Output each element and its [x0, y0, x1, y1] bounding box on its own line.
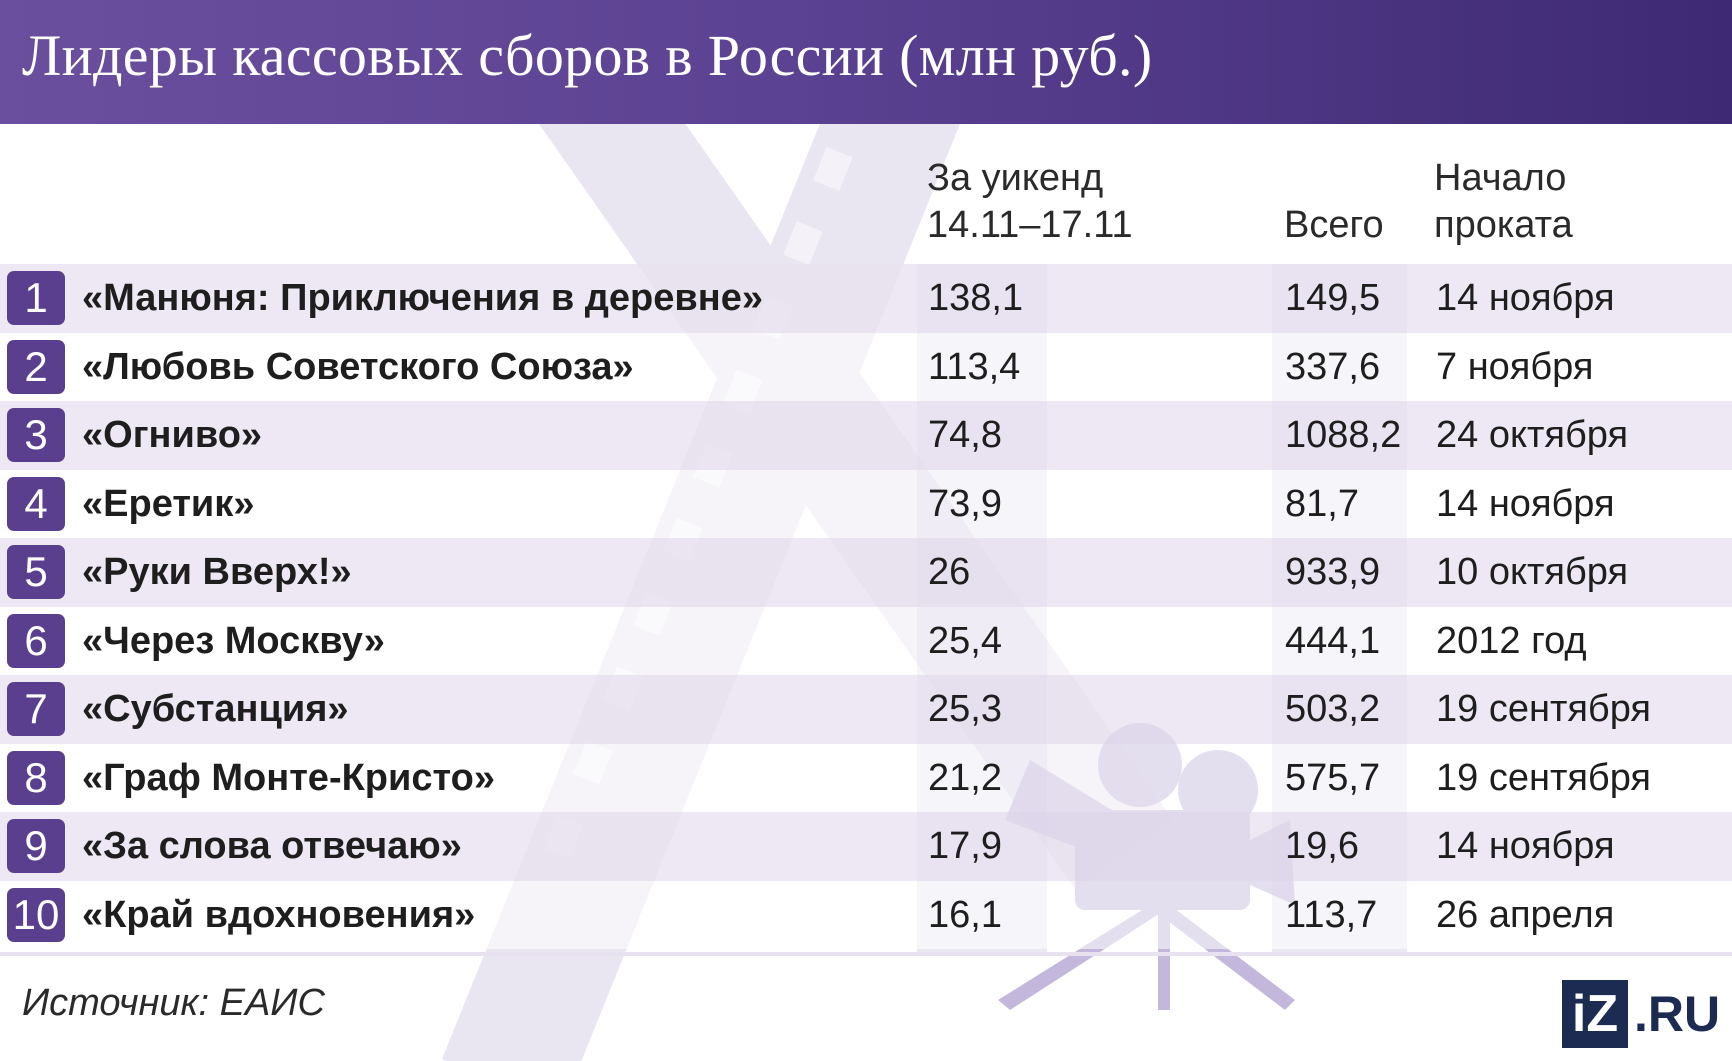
start-date: 14 ноября: [1436, 277, 1615, 319]
table-row: 2 «Любовь Советского Союза» 113,4 337,6 …: [0, 332, 1732, 401]
iz-logo: iZ .RU: [1562, 980, 1724, 1048]
source-note: Источник: ЕАИС: [22, 982, 325, 1024]
film-title: «Граф Монте-Кристо»: [82, 756, 495, 799]
column-header-total-label: Всего: [1284, 204, 1384, 246]
weekend-value: 138,1: [928, 277, 1024, 319]
column-header-weekend-line1: За уикенд: [927, 157, 1104, 199]
rank-badge: 2: [7, 339, 65, 394]
film-title: «За слова отвечаю»: [82, 825, 462, 867]
table-row: 5 «Руки Вверх!» 26 933,9 10 октября: [0, 538, 1732, 607]
rank-badge: 10: [7, 887, 65, 942]
start-date: 14 ноября: [1436, 482, 1615, 525]
start-date: 19 сентября: [1436, 756, 1651, 799]
total-value: 337,6: [1285, 345, 1381, 388]
weekend-value: 74,8: [928, 414, 1002, 456]
weekend-value: 17,9: [928, 825, 1002, 867]
total-value: 933,9: [1285, 551, 1381, 593]
column-header-start-line2: проката: [1434, 204, 1573, 246]
total-value: 575,7: [1285, 756, 1381, 799]
total-value: 19,6: [1285, 825, 1359, 867]
start-date: 10 октября: [1436, 551, 1629, 593]
weekend-value: 21,2: [928, 756, 1002, 799]
film-title: «Руки Вверх!»: [82, 551, 352, 593]
rank-badge: 6: [7, 613, 65, 668]
weekend-value: 25,3: [928, 688, 1002, 730]
box-office-table: 1 «Манюня: Приключения в деревне» 138,1 …: [0, 264, 1732, 949]
column-header-start: Начало проката: [1434, 155, 1573, 249]
weekend-value: 113,4: [928, 345, 1021, 388]
table-bottom-rule: [0, 952, 1732, 956]
column-header-total: Всего: [1284, 202, 1384, 249]
rank-badge: 8: [7, 750, 65, 805]
table-row: 1 «Манюня: Приключения в деревне» 138,1 …: [0, 264, 1732, 333]
column-header-weekend: За уикенд 14.11–17.11: [927, 155, 1133, 249]
total-value: 503,2: [1285, 688, 1381, 730]
start-date: 24 октября: [1436, 414, 1629, 456]
table-row: 10 «Край вдохновения» 16,1 113,7 26 апре…: [0, 880, 1732, 949]
table-row: 9 «За слова отвечаю» 17,9 19,6 14 ноября: [0, 812, 1732, 881]
start-date: 26 апреля: [1436, 893, 1615, 936]
logo-box: iZ: [1562, 980, 1628, 1048]
table-row: 8 «Граф Монте-Кристо» 21,2 575,7 19 сент…: [0, 743, 1732, 812]
rank-badge: 9: [7, 819, 65, 873]
start-date: 19 сентября: [1436, 688, 1651, 730]
weekend-value: 73,9: [928, 482, 1002, 525]
chart-title: Лидеры кассовых сборов в России (млн руб…: [22, 23, 1153, 88]
film-title: «Через Москву»: [82, 619, 385, 662]
total-value: 81,7: [1285, 482, 1359, 525]
table-row: 3 «Огниво» 74,8 1088,2 24 октября: [0, 401, 1732, 470]
weekend-value: 25,4: [928, 619, 1002, 662]
column-header-start-line1: Начало: [1434, 157, 1567, 199]
film-title: «Манюня: Приключения в деревне»: [82, 277, 763, 319]
weekend-value: 26: [928, 551, 971, 593]
total-value: 1088,2: [1285, 414, 1402, 456]
start-date: 14 ноября: [1436, 825, 1615, 867]
header-bar: Лидеры кассовых сборов в России (млн руб…: [0, 0, 1732, 124]
column-header-weekend-line2: 14.11–17.11: [927, 204, 1133, 246]
start-date: 7 ноября: [1436, 345, 1594, 388]
rank-badge: 4: [7, 476, 65, 531]
film-title: «Край вдохновения»: [82, 893, 476, 936]
total-value: 444,1: [1285, 619, 1381, 662]
film-title: «Любовь Советского Союза»: [82, 345, 634, 388]
table-row: 4 «Еретик» 73,9 81,7 14 ноября: [0, 469, 1732, 538]
weekend-value: 16,1: [928, 893, 1002, 936]
film-title: «Еретик»: [82, 482, 255, 525]
start-date: 2012 год: [1436, 619, 1587, 662]
rank-badge: 3: [7, 408, 65, 462]
rank-badge: 7: [7, 682, 65, 736]
table-row: 6 «Через Москву» 25,4 444,1 2012 год: [0, 606, 1732, 675]
rank-badge: 5: [7, 545, 65, 599]
rank-badge: 1: [7, 271, 65, 325]
table-row: 7 «Субстанция» 25,3 503,2 19 сентября: [0, 675, 1732, 744]
film-title: «Субстанция»: [82, 688, 349, 730]
total-value: 113,7: [1285, 893, 1378, 936]
logo-text: .RU: [1634, 986, 1721, 1042]
film-title: «Огниво»: [82, 414, 263, 456]
total-value: 149,5: [1285, 277, 1381, 319]
